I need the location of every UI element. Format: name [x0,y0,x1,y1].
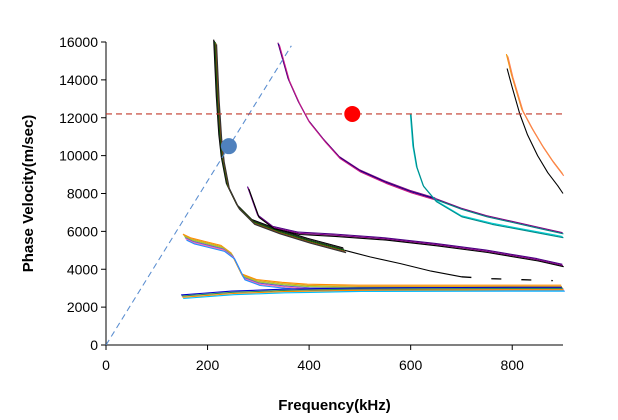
y-tick-label: 10000 [59,148,98,164]
mode-3-bundle-line [247,187,564,267]
x-tick-label: 800 [501,357,525,373]
mode-6-bundle-line [185,238,565,291]
mode-7-bundle-line [183,290,565,300]
mode-7-bundle-line [181,287,563,297]
mode-6-bundle-line [184,237,564,290]
x-tick-label: 400 [297,357,321,373]
mode-6-bundle-line [186,239,565,292]
mode-6-bundle-line [182,233,562,286]
mode-1-bundle-line [216,44,347,254]
mode-2-bundle-line [278,43,437,200]
linear-reference-line [105,45,292,346]
y-tick-label: 6000 [67,223,98,239]
x-tick-label: 200 [196,357,220,373]
mode-1-dashes-line [461,276,553,282]
mode-2-tail-line [435,198,563,234]
mode-5-orange-line [506,55,564,175]
mode-5-orange-line [505,53,563,174]
y-axis-title: Phase Velocity(m/sec) [20,115,37,273]
red-intersection-marker [344,105,361,122]
mode-7-bundle-line [181,286,562,296]
mode-5-orange-line [507,56,565,177]
mode-4-bundle-line [409,113,563,238]
y-tick-label: 0 [90,337,98,353]
x-tick-label: 600 [399,357,423,373]
y-tick-label: 4000 [67,261,98,277]
mode-4-bundle-line [410,114,564,239]
mode-6-bundle-line [184,236,563,289]
mode-5-black-line [506,68,564,194]
mode-1-tail-line [344,249,462,278]
mode-7-bundle-line [182,289,564,298]
y-tick-label: 14000 [59,72,98,88]
mode-2-bundle-line [278,44,437,201]
mode-2-tail-line [436,199,564,235]
y-tick-label: 8000 [67,186,98,202]
y-tick-label: 2000 [67,299,98,315]
mode-3-bundle-line [246,186,563,265]
y-tick-label: 12000 [59,110,98,126]
mode-3-bundle-line [248,188,564,268]
y-tick-label: 16000 [59,34,98,50]
x-axis-title: Frequency(kHz) [278,397,391,414]
x-tick-label: 0 [102,357,110,373]
blue-intersection-marker [220,138,237,155]
mode-6-bundle-line [183,234,562,287]
